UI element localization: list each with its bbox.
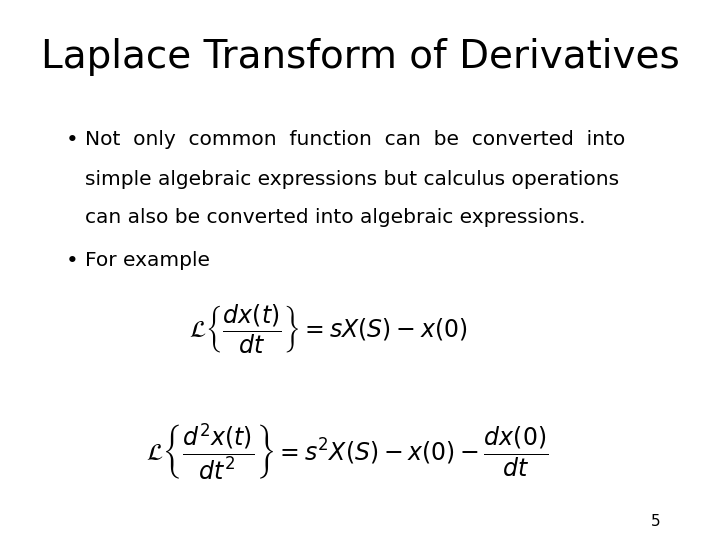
Text: 5: 5	[651, 514, 660, 529]
Text: Laplace Transform of Derivatives: Laplace Transform of Derivatives	[40, 38, 680, 76]
Text: For example: For example	[85, 251, 210, 270]
Text: •: •	[66, 251, 78, 271]
Text: $\mathcal{L}\left\{\dfrac{d^2x(t)}{dt^2}\right\} = s^2X(S) - x(0) - \dfrac{dx(0): $\mathcal{L}\left\{\dfrac{d^2x(t)}{dt^2}…	[146, 421, 549, 482]
Text: can also be converted into algebraic expressions.: can also be converted into algebraic exp…	[85, 208, 585, 227]
Text: •: •	[66, 130, 78, 150]
Text: Not  only  common  function  can  be  converted  into: Not only common function can be converte…	[85, 130, 626, 148]
Text: simple algebraic expressions but calculus operations: simple algebraic expressions but calculu…	[85, 170, 619, 189]
Text: $\mathcal{L}\left\{\dfrac{dx(t)}{dt}\right\} = sX(S) - x(0)$: $\mathcal{L}\left\{\dfrac{dx(t)}{dt}\rig…	[189, 302, 467, 356]
